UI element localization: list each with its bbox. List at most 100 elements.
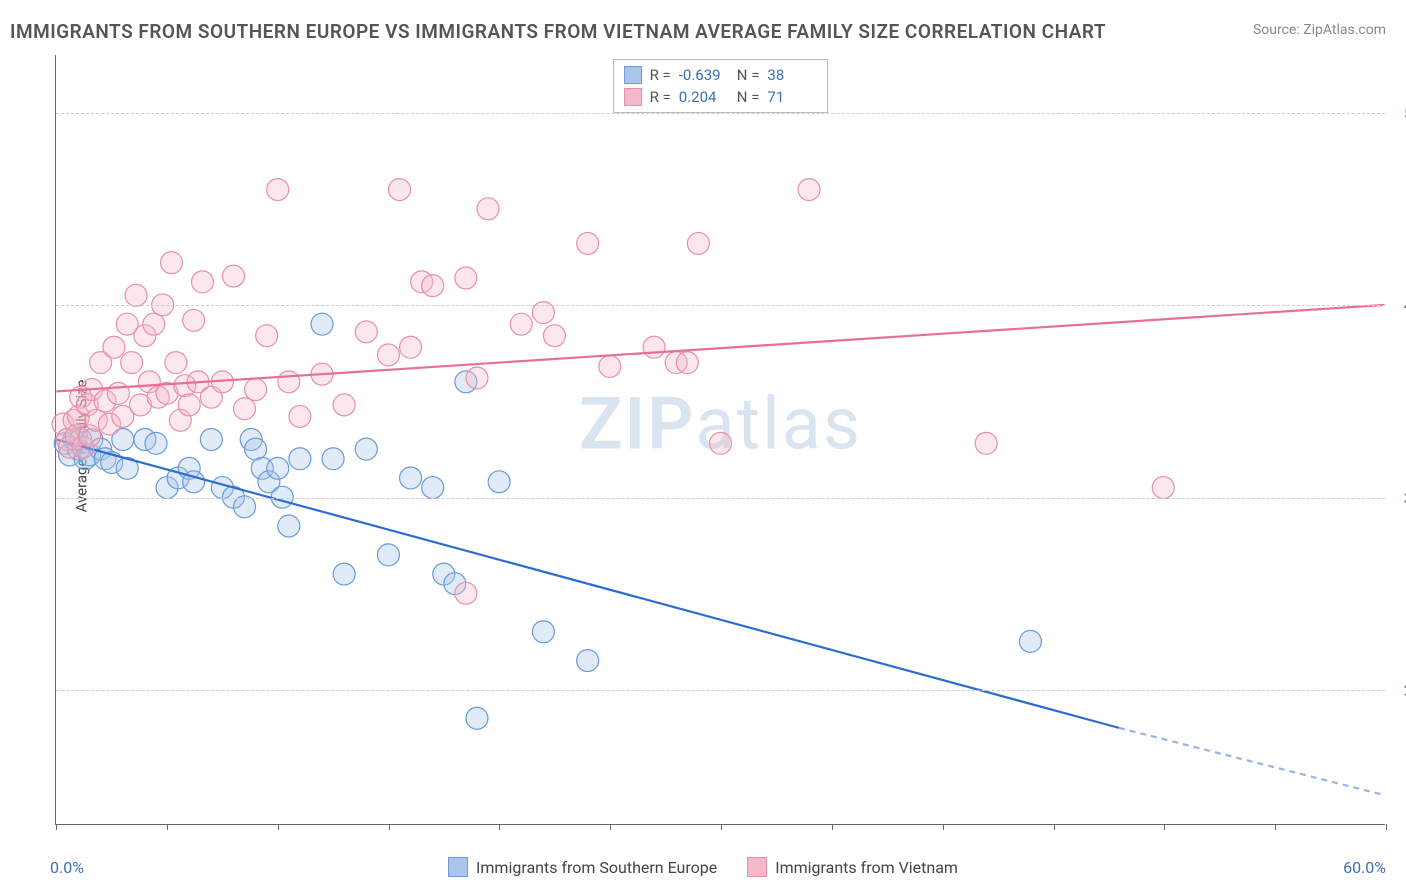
plot-area: ZIPatlas R =-0.639N =38R =0.204N =71 2.0… <box>55 55 1385 825</box>
data-point <box>245 379 267 401</box>
data-point <box>532 621 554 643</box>
x-tick <box>721 824 722 830</box>
data-point <box>422 275 444 297</box>
data-point <box>798 179 820 201</box>
data-point <box>145 432 167 454</box>
data-point <box>107 382 129 404</box>
chart-svg <box>56 55 1385 824</box>
data-point <box>289 405 311 427</box>
data-point <box>160 252 182 274</box>
data-point <box>121 352 143 374</box>
data-point <box>676 352 698 374</box>
chart-title: IMMIGRANTS FROM SOUTHERN EUROPE VS IMMIG… <box>10 20 1106 43</box>
x-tick <box>56 824 57 830</box>
data-point <box>477 198 499 220</box>
x-tick <box>167 824 168 830</box>
trend-line-dashed <box>1119 728 1385 795</box>
stat-r-label: R = <box>650 88 671 106</box>
stats-box: R = -0.639 N = 38 R = 0.204 N = 71 <box>613 59 829 113</box>
x-tick <box>1164 824 1165 830</box>
stat-n-label: N = <box>737 66 760 84</box>
data-point <box>1152 477 1174 499</box>
trend-line <box>56 440 1119 728</box>
x-axis-end-label: 60.0% <box>1343 858 1386 877</box>
stat-n-value: 71 <box>767 88 817 106</box>
data-point <box>256 325 278 347</box>
data-point <box>643 336 665 358</box>
legend-item: Immigrants from Southern Europe <box>448 857 717 877</box>
data-point <box>355 321 377 343</box>
data-point <box>234 496 256 518</box>
data-point <box>543 325 565 347</box>
data-point <box>103 336 125 358</box>
trend-line <box>56 305 1384 392</box>
data-point <box>234 398 256 420</box>
stat-r-value: -0.639 <box>679 66 729 84</box>
data-point <box>178 394 200 416</box>
data-point <box>710 432 732 454</box>
data-point <box>377 344 399 366</box>
gridline <box>56 113 1385 114</box>
data-point <box>125 284 147 306</box>
data-point <box>455 582 477 604</box>
x-tick <box>943 824 944 830</box>
gridline <box>56 690 1385 691</box>
stat-r-label: R = <box>650 66 671 84</box>
x-tick <box>1386 824 1387 830</box>
x-tick <box>1275 824 1276 830</box>
gridline <box>56 305 1385 306</box>
data-point <box>1019 630 1041 652</box>
data-point <box>422 477 444 499</box>
data-point <box>278 371 300 393</box>
x-tick <box>499 824 500 830</box>
legend-swatch <box>448 857 468 877</box>
data-point <box>289 448 311 470</box>
data-point <box>466 367 488 389</box>
legend-swatch <box>624 66 642 84</box>
stat-n-label: N = <box>737 88 760 106</box>
stat-r-value: 0.204 <box>679 88 729 106</box>
data-point <box>191 271 213 293</box>
legend-label: Immigrants from Southern Europe <box>476 858 717 877</box>
data-point <box>510 313 532 335</box>
data-point <box>222 265 244 287</box>
stats-row: R = -0.639 N = 38 <box>624 64 818 86</box>
data-point <box>488 471 510 493</box>
data-point <box>577 232 599 254</box>
data-point <box>322 448 344 470</box>
data-point <box>143 313 165 335</box>
data-point <box>200 429 222 451</box>
data-point <box>400 336 422 358</box>
data-point <box>267 457 289 479</box>
bottom-legend: Immigrants from Southern Europe Immigrant… <box>448 857 958 877</box>
data-point <box>599 355 621 377</box>
data-point <box>577 650 599 672</box>
x-tick <box>1054 824 1055 830</box>
x-tick <box>278 824 279 830</box>
legend-label: Immigrants from Vietnam <box>775 858 958 877</box>
data-point <box>165 352 187 374</box>
data-point <box>975 432 997 454</box>
data-point <box>377 544 399 566</box>
data-point <box>333 563 355 585</box>
x-tick <box>610 824 611 830</box>
legend-swatch <box>747 857 767 877</box>
data-point <box>355 438 377 460</box>
x-tick <box>832 824 833 830</box>
data-point <box>400 467 422 489</box>
data-point <box>466 707 488 729</box>
source-label: Source: ZipAtlas.com <box>1253 22 1386 38</box>
legend-swatch <box>624 88 642 106</box>
data-point <box>455 267 477 289</box>
x-tick <box>389 824 390 830</box>
data-point <box>687 232 709 254</box>
x-axis-start-label: 0.0% <box>50 858 84 877</box>
data-point <box>183 309 205 331</box>
data-point <box>389 179 411 201</box>
stat-n-value: 38 <box>767 66 817 84</box>
data-point <box>333 394 355 416</box>
gridline <box>56 498 1385 499</box>
data-point <box>267 179 289 201</box>
data-point <box>311 313 333 335</box>
stats-row: R = 0.204 N = 71 <box>624 86 818 108</box>
